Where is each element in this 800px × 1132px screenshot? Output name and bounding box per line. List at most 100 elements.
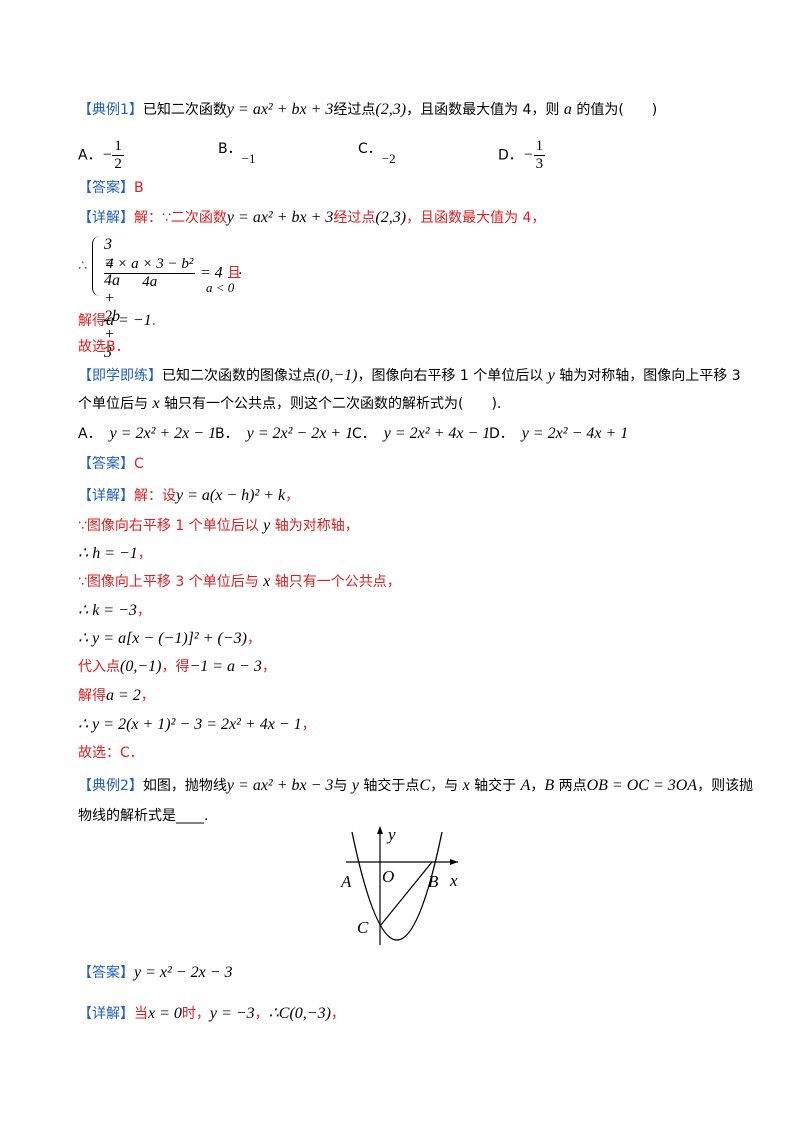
- text: 个单位后与: [78, 396, 153, 412]
- math: y: [263, 517, 271, 534]
- text: 轴只有一个公共点，: [270, 574, 401, 590]
- math: (2,3): [375, 101, 407, 118]
- value: −2: [381, 151, 396, 166]
- text: 已知二次函数: [142, 102, 227, 118]
- option: C．−2: [358, 138, 396, 166]
- text: ，与: [430, 778, 463, 794]
- text: ，: [246, 631, 261, 647]
- text: ，图像向右平移 1 个单位后以: [357, 368, 548, 384]
- math: h = −1: [92, 545, 138, 562]
- text: 与: [333, 778, 352, 794]
- option: D．− 1 3: [498, 138, 546, 173]
- detail-line: 故选：C．: [78, 742, 144, 764]
- math: y = a(x − h)² + k: [176, 487, 286, 504]
- label-o: O: [382, 867, 394, 886]
- math: (0,−1): [120, 658, 162, 675]
- math: x: [263, 573, 271, 590]
- text: ，: [136, 603, 151, 619]
- text: ，: [330, 1006, 345, 1022]
- text: 的值为( ): [571, 102, 658, 118]
- math: y: [547, 367, 555, 384]
- ex1-solve: 解得a = −1.: [78, 310, 156, 332]
- math: ∴ y = 2(x + 1)² − 3 = 2x² + 4x − 1: [78, 716, 302, 733]
- period: .: [238, 262, 243, 278]
- text: 当: [134, 1006, 148, 1022]
- math: k = −3: [92, 602, 137, 619]
- option: A．− 1 2: [78, 138, 124, 173]
- text: ∵图像向上平移 3 个单位后与: [78, 574, 264, 590]
- label-c: C: [357, 918, 369, 937]
- arrow: [450, 859, 458, 865]
- ex1-answer: 【答案】B: [78, 177, 144, 199]
- tag: 【即学即练】: [78, 368, 162, 384]
- value: y = 2x² + 4x − 1: [383, 425, 491, 442]
- math: ∴ y = a[x − (−1)]² + (−3): [78, 630, 247, 647]
- math: (2,3): [375, 209, 407, 226]
- math: x = 0: [148, 1005, 182, 1022]
- math: C: [419, 777, 431, 794]
- math: OB = OC = 3OA: [586, 777, 698, 794]
- label-b: B: [428, 872, 439, 891]
- ex2-question: 【典例2】如图，抛物线y = ax² + bx − 3与 y 轴交于点C，与 x…: [78, 775, 753, 797]
- math: ∴: [78, 545, 93, 562]
- tag: 【答案】: [78, 965, 134, 981]
- math: a = −1: [106, 312, 152, 329]
- math: y = ax² + bx + 3: [226, 101, 334, 118]
- text: ，: [140, 688, 155, 704]
- option-label: C．: [352, 426, 376, 442]
- text: 解得: [78, 313, 106, 329]
- math: y = x² − 2x − 3: [134, 964, 233, 981]
- ex1-choose: 故选B．: [78, 336, 130, 358]
- math: x: [152, 395, 160, 412]
- numerator: 1: [533, 138, 546, 156]
- option-label: D．: [498, 147, 523, 164]
- math: a = 2: [106, 687, 141, 704]
- text: 轴只有一个公共点，则这个二次函数的解析式为( ).: [159, 396, 502, 412]
- text: ，: [301, 717, 316, 733]
- text: ，且函数最大值为 4，则: [406, 102, 564, 118]
- numerator: 4 × a × 3 − b²: [104, 256, 196, 274]
- ex2-answer: 【答案】y = x² − 2x − 3: [78, 962, 233, 984]
- tag: 【典例2】: [78, 778, 143, 794]
- label-x: x: [449, 871, 458, 890]
- value: y = 2x² + 2x − 1: [109, 425, 217, 442]
- therefore: ∴: [78, 258, 87, 274]
- condition: a < 0: [206, 280, 235, 295]
- ex1-question: 【典例1】已知二次函数y = ax² + bx + 3经过点(2,3)，且函数最…: [78, 99, 657, 121]
- text: 轴交于点: [358, 778, 420, 794]
- text: 经过点: [333, 210, 376, 226]
- ex2-detail: 【详解】当x = 0时，y = −3，∴C(0,−3)，: [78, 1003, 345, 1025]
- equation: 3 = 4a + 2b + 3: [104, 236, 120, 361]
- text: ，且函数最大值为 4，: [406, 210, 546, 226]
- equation: 4 × a × 3 − b² 4a = 4 且: [104, 256, 241, 291]
- ex1-detail: 【详解】解：∵二次函数y = ax² + bx + 3经过点(2,3)，且函数最…: [78, 207, 545, 229]
- math: y = ax² + bx + 3: [226, 209, 334, 226]
- text: 已知二次函数的图像过点: [162, 368, 316, 384]
- practice-question: 个单位后与 x 轴只有一个公共点，则这个二次函数的解析式为( ).: [78, 393, 501, 415]
- text: ∵图像向右平移 1 个单位后以: [78, 518, 264, 534]
- math: (0,−1): [316, 367, 358, 384]
- detail-line: ∴ h = −1，: [78, 543, 152, 565]
- math: −1 = a − 3: [189, 658, 262, 675]
- denominator: 4a: [142, 274, 158, 290]
- detail-line: 解得a = 2，: [78, 685, 155, 707]
- option-label: C．: [358, 141, 382, 157]
- text: 轴为对称轴，图像向上平移 3: [554, 368, 741, 384]
- text: ，: [261, 659, 276, 675]
- text: 两点: [554, 778, 587, 794]
- sign: −: [522, 146, 534, 164]
- practice-answer: 【答案】C: [78, 453, 144, 475]
- tag: 【详解】: [78, 1006, 134, 1022]
- ex2-question: 物线的解析式是____.: [78, 805, 208, 827]
- text: 轴交于: [469, 778, 521, 794]
- detail-line: ∴ k = −3，: [78, 600, 151, 622]
- option: B． y = 2x² − 2x + 1: [215, 423, 353, 443]
- answer: C: [134, 456, 144, 472]
- detail-line: ∴ y = 2(x + 1)² − 3 = 2x² + 4x − 1，: [78, 714, 316, 736]
- math: y = −3: [209, 1005, 255, 1022]
- text: ，则该抛: [697, 778, 754, 794]
- text: 解得: [78, 688, 106, 704]
- label-a: A: [340, 872, 352, 891]
- option-label: A．: [78, 426, 102, 442]
